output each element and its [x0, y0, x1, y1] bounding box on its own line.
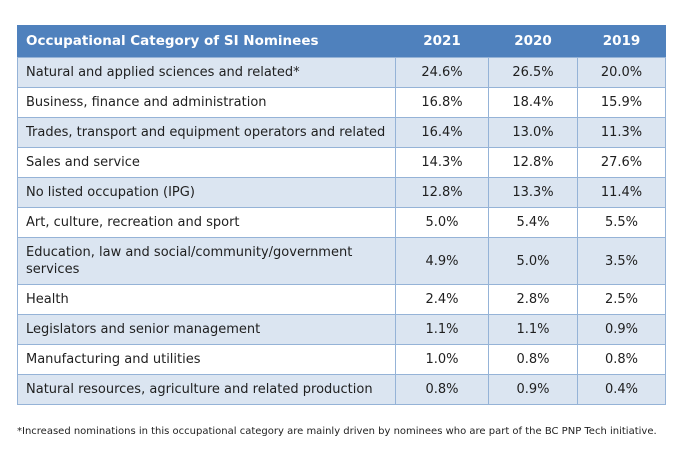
value-cell: 26.5% — [488, 57, 578, 88]
value-cell: 5.5% — [577, 207, 666, 238]
category-cell: Business, finance and administration — [17, 87, 396, 118]
value-cell: 1.0% — [395, 344, 489, 375]
table-row: Health 2.4% 2.8% 2.5% — [17, 284, 666, 315]
category-cell: Manufacturing and utilities — [17, 344, 396, 375]
value-cell: 0.8% — [488, 344, 578, 375]
value-cell: 1.1% — [488, 314, 578, 345]
value-cell: 0.9% — [488, 374, 578, 405]
column-header-category: Occupational Category of SI Nominees — [17, 25, 396, 58]
category-cell: Natural resources, agriculture and relat… — [17, 374, 396, 405]
value-cell: 16.4% — [395, 117, 489, 148]
table-row: No listed occupation (IPG) 12.8% 13.3% 1… — [17, 177, 666, 208]
value-cell: 0.8% — [395, 374, 489, 405]
value-cell: 15.9% — [577, 87, 666, 118]
category-cell: Health — [17, 284, 396, 315]
table-row: Natural and applied sciences and related… — [17, 57, 666, 88]
value-cell: 5.0% — [488, 237, 578, 285]
value-cell: 16.8% — [395, 87, 489, 118]
category-cell: Art, culture, recreation and sport — [17, 207, 396, 238]
occupational-category-table: Occupational Category of SI Nominees 202… — [17, 25, 666, 405]
value-cell: 1.1% — [395, 314, 489, 345]
table-row: Business, finance and administration 16.… — [17, 87, 666, 118]
value-cell: 24.6% — [395, 57, 489, 88]
value-cell: 27.6% — [577, 147, 666, 178]
table-row: Sales and service 14.3% 12.8% 27.6% — [17, 147, 666, 178]
value-cell: 11.3% — [577, 117, 666, 148]
value-cell: 20.0% — [577, 57, 666, 88]
category-cell: Legislators and senior management — [17, 314, 396, 345]
table-row: Natural resources, agriculture and relat… — [17, 374, 666, 405]
table-row: Legislators and senior management 1.1% 1… — [17, 314, 666, 345]
table-row: Education, law and social/community/gove… — [17, 237, 666, 285]
column-header-year-2019: 2019 — [577, 25, 666, 58]
category-cell: Natural and applied sciences and related… — [17, 57, 396, 88]
table-section: Occupational Category of SI Nominees 202… — [17, 25, 666, 438]
value-cell: 0.4% — [577, 374, 666, 405]
value-cell: 5.0% — [395, 207, 489, 238]
category-cell: No listed occupation (IPG) — [17, 177, 396, 208]
value-cell: 13.3% — [488, 177, 578, 208]
category-cell: Education, law and social/community/gove… — [17, 237, 396, 285]
table-row: Trades, transport and equipment operator… — [17, 117, 666, 148]
value-cell: 13.0% — [488, 117, 578, 148]
value-cell: 12.8% — [488, 147, 578, 178]
value-cell: 18.4% — [488, 87, 578, 118]
value-cell: 11.4% — [577, 177, 666, 208]
table-row: Manufacturing and utilities 1.0% 0.8% 0.… — [17, 344, 666, 375]
value-cell: 2.8% — [488, 284, 578, 315]
table-footnote: *Increased nominations in this occupatio… — [17, 426, 657, 437]
value-cell: 14.3% — [395, 147, 489, 178]
column-header-year-2021: 2021 — [395, 25, 489, 58]
category-cell: Trades, transport and equipment operator… — [17, 117, 396, 148]
value-cell: 12.8% — [395, 177, 489, 208]
value-cell: 2.5% — [577, 284, 666, 315]
table-row: Art, culture, recreation and sport 5.0% … — [17, 207, 666, 238]
table-header-row: Occupational Category of SI Nominees 202… — [17, 25, 666, 58]
value-cell: 2.4% — [395, 284, 489, 315]
value-cell: 0.9% — [577, 314, 666, 345]
value-cell: 3.5% — [577, 237, 666, 285]
column-header-year-2020: 2020 — [488, 25, 578, 58]
category-cell: Sales and service — [17, 147, 396, 178]
value-cell: 5.4% — [488, 207, 578, 238]
value-cell: 4.9% — [395, 237, 489, 285]
value-cell: 0.8% — [577, 344, 666, 375]
